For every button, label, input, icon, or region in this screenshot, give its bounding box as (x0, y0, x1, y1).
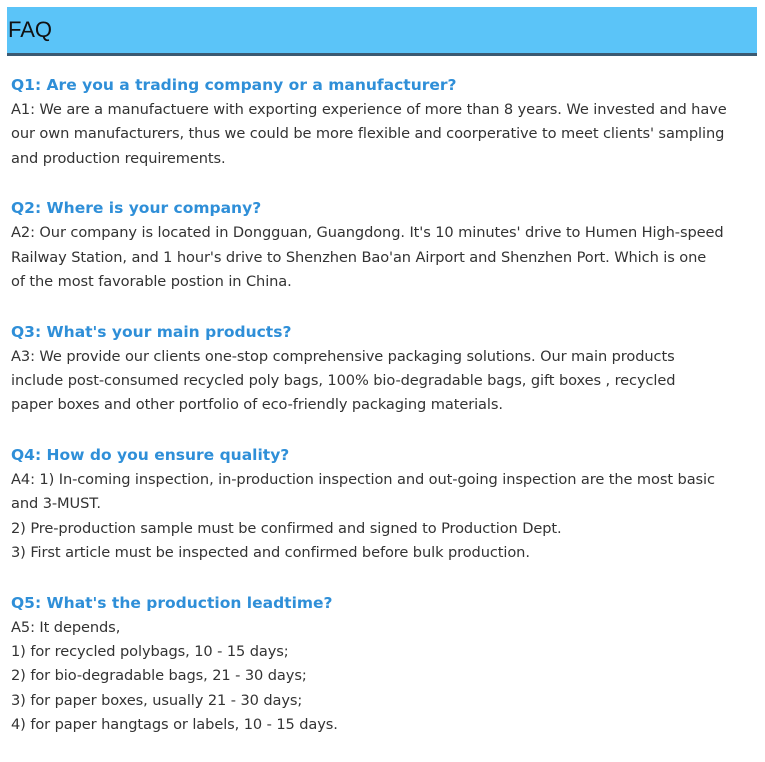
faq-item: Q3: What's your main products? A3: We pro… (11, 319, 761, 418)
faq-answer-line: A4: 1) In-coming inspection, in-producti… (11, 471, 715, 489)
faq-item: Q2: Where is your company? A2: Our compan… (11, 195, 761, 294)
faq-answer-line: our own manufacturers, thus we could be … (11, 125, 725, 143)
faq-answer-line: 2) Pre-production sample must be confirm… (11, 519, 562, 537)
page-title: FAQ (8, 17, 53, 42)
faq-answer-line: paper boxes and other portfolio of eco-f… (11, 396, 503, 414)
faq-list: Q1: Are you a trading company or a manuf… (11, 72, 761, 762)
faq-answer-line: and production requirements. (11, 149, 226, 167)
faq-answer-line: A1: We are a manufactuere with exporting… (11, 101, 727, 118)
faq-answer-line: 3) for paper boxes, usually 21 - 30 days… (11, 691, 303, 709)
faq-answer-line: A2: Our company is located in Dongguan, … (11, 224, 724, 242)
faq-question: Q1: Are you a trading company or a manuf… (11, 76, 457, 94)
faq-answer-line: of the most favorable postion in China. (11, 272, 292, 290)
faq-header: FAQ (7, 7, 757, 56)
faq-answer-line: 1) for recycled polybags, 10 - 15 days; (11, 643, 289, 661)
faq-answer-line: Railway Station, and 1 hour's drive to S… (11, 248, 707, 266)
faq-item: Q4: How do you ensure quality? A4: 1) In-… (11, 442, 761, 565)
faq-item: Q5: What's the production leadtime? A5: I… (11, 590, 761, 737)
faq-answer-line: 4) for paper hangtags or labels, 10 - 15… (11, 716, 338, 734)
faq-answer-line: include post-consumed recycled poly bags… (11, 372, 676, 390)
faq-answer-line: A5: It depends, (11, 618, 121, 636)
faq-question: Q3: What's your main products? (11, 322, 292, 341)
faq-question: Q2: Where is your company? (11, 199, 262, 218)
faq-item: Q1: Are you a trading company or a manuf… (11, 72, 761, 171)
faq-answer-line: 2) for bio-degradable bags, 21 - 30 days… (11, 667, 307, 685)
faq-answer-line: and 3-MUST. (11, 495, 101, 513)
faq-question: Q4: How do you ensure quality? (11, 446, 290, 465)
faq-answer-line: 3) First article must be inspected and c… (11, 544, 530, 562)
faq-question: Q5: What's the production leadtime? (11, 593, 333, 612)
faq-answer-line: A3: We provide our clients one-stop comp… (11, 347, 675, 365)
